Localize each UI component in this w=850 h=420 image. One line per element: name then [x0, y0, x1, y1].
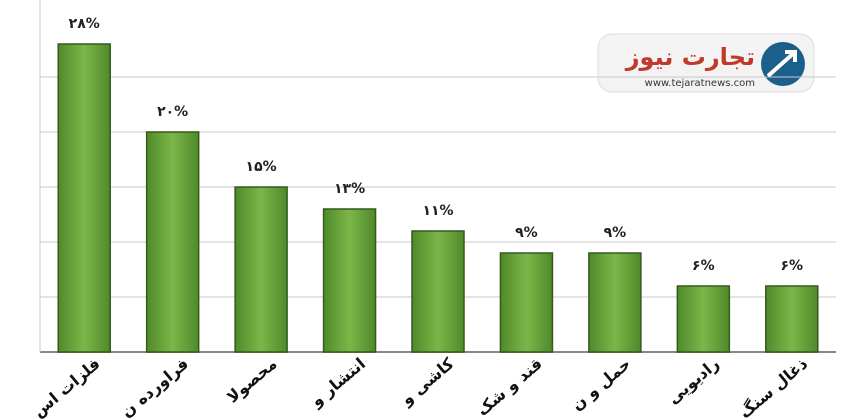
value-label: ۶% [692, 258, 715, 274]
x-tick-label: حمل و ن [568, 354, 635, 414]
x-tick-label: قند و شک [473, 354, 546, 420]
bar [322, 208, 377, 353]
x-tick-label: رادیویی [664, 354, 723, 408]
bar [57, 43, 111, 353]
x-tick-label: کاشی و [396, 354, 458, 410]
bar [499, 252, 554, 353]
bar [411, 230, 465, 353]
value-label: ۱۱% [422, 203, 453, 219]
value-label: ۹% [515, 225, 538, 241]
bar [676, 285, 731, 353]
value-label: ۶% [780, 258, 803, 274]
value-label: ۱۳% [334, 181, 365, 197]
x-tick-label: فلزات اس [29, 354, 104, 420]
value-label: ۹% [604, 225, 627, 241]
value-label: ۲۸% [69, 16, 100, 32]
value-label: ۱۵% [246, 159, 277, 175]
logo-arrow [766, 50, 797, 78]
bar [765, 285, 819, 353]
logo-url: www.tejaratnews.com [645, 78, 755, 89]
bar [234, 186, 288, 353]
x-tick-label: ذغال سنگ [735, 354, 811, 420]
logo-title: تجارت نیوز [625, 43, 755, 71]
x-tick-label: انتشار و [306, 354, 369, 411]
x-tick-label: محصولا [223, 354, 281, 407]
x-tick-label: فراورده ن [117, 354, 192, 420]
bar [145, 131, 200, 353]
bar [588, 252, 642, 353]
value-label: ۲۰% [157, 104, 188, 120]
logo: تجارت نیوز www.tejaratnews.com [597, 33, 815, 93]
